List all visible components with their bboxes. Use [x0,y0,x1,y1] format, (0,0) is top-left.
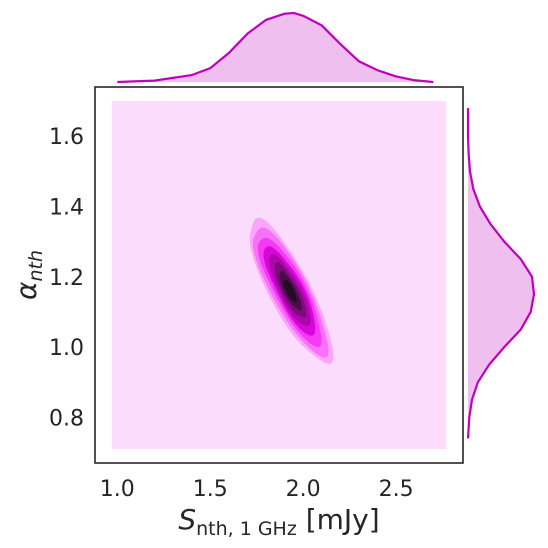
y-tick-label: 1.6 [49,125,84,150]
density-contours [111,101,447,449]
marginal-x-line [117,11,434,84]
x-axis-label: Snth, 1 GHz [mJy] [178,503,379,540]
x-axis-label-main: S [178,503,196,536]
x-axis-ticks: 1.0 1.5 2.0 2.5 [100,477,414,502]
x-tick-label: 1.5 [193,477,228,502]
marginal-y-fill [468,108,534,439]
marginal-y-density [466,108,536,439]
x-axis-label-unit: [mJy] [297,503,380,536]
y-axis-ticks: 0.8 1.0 1.2 1.4 1.6 [49,125,84,431]
y-tick-label: 0.8 [49,406,84,431]
y-axis-label-sub: nth [25,250,47,282]
y-tick-label: 1.4 [49,195,84,220]
density-level-8 [283,279,297,303]
x-tick-label: 1.0 [100,477,135,502]
marginal-y-line [466,108,536,439]
y-tick-label: 1.2 [49,266,84,291]
marginal-x-density [117,11,434,84]
y-tick-label: 1.0 [49,336,84,361]
y-axis-label: αnth [10,250,47,300]
x-tick-label: 2.5 [379,477,414,502]
x-axis-label-sub: nth, 1 GHz [196,518,297,540]
plot-frame [94,86,464,464]
joint-plot-area [94,86,464,464]
y-axis-label-main: α [10,281,43,300]
x-tick-label: 2.0 [286,477,321,502]
marginal-x-fill [117,13,434,82]
